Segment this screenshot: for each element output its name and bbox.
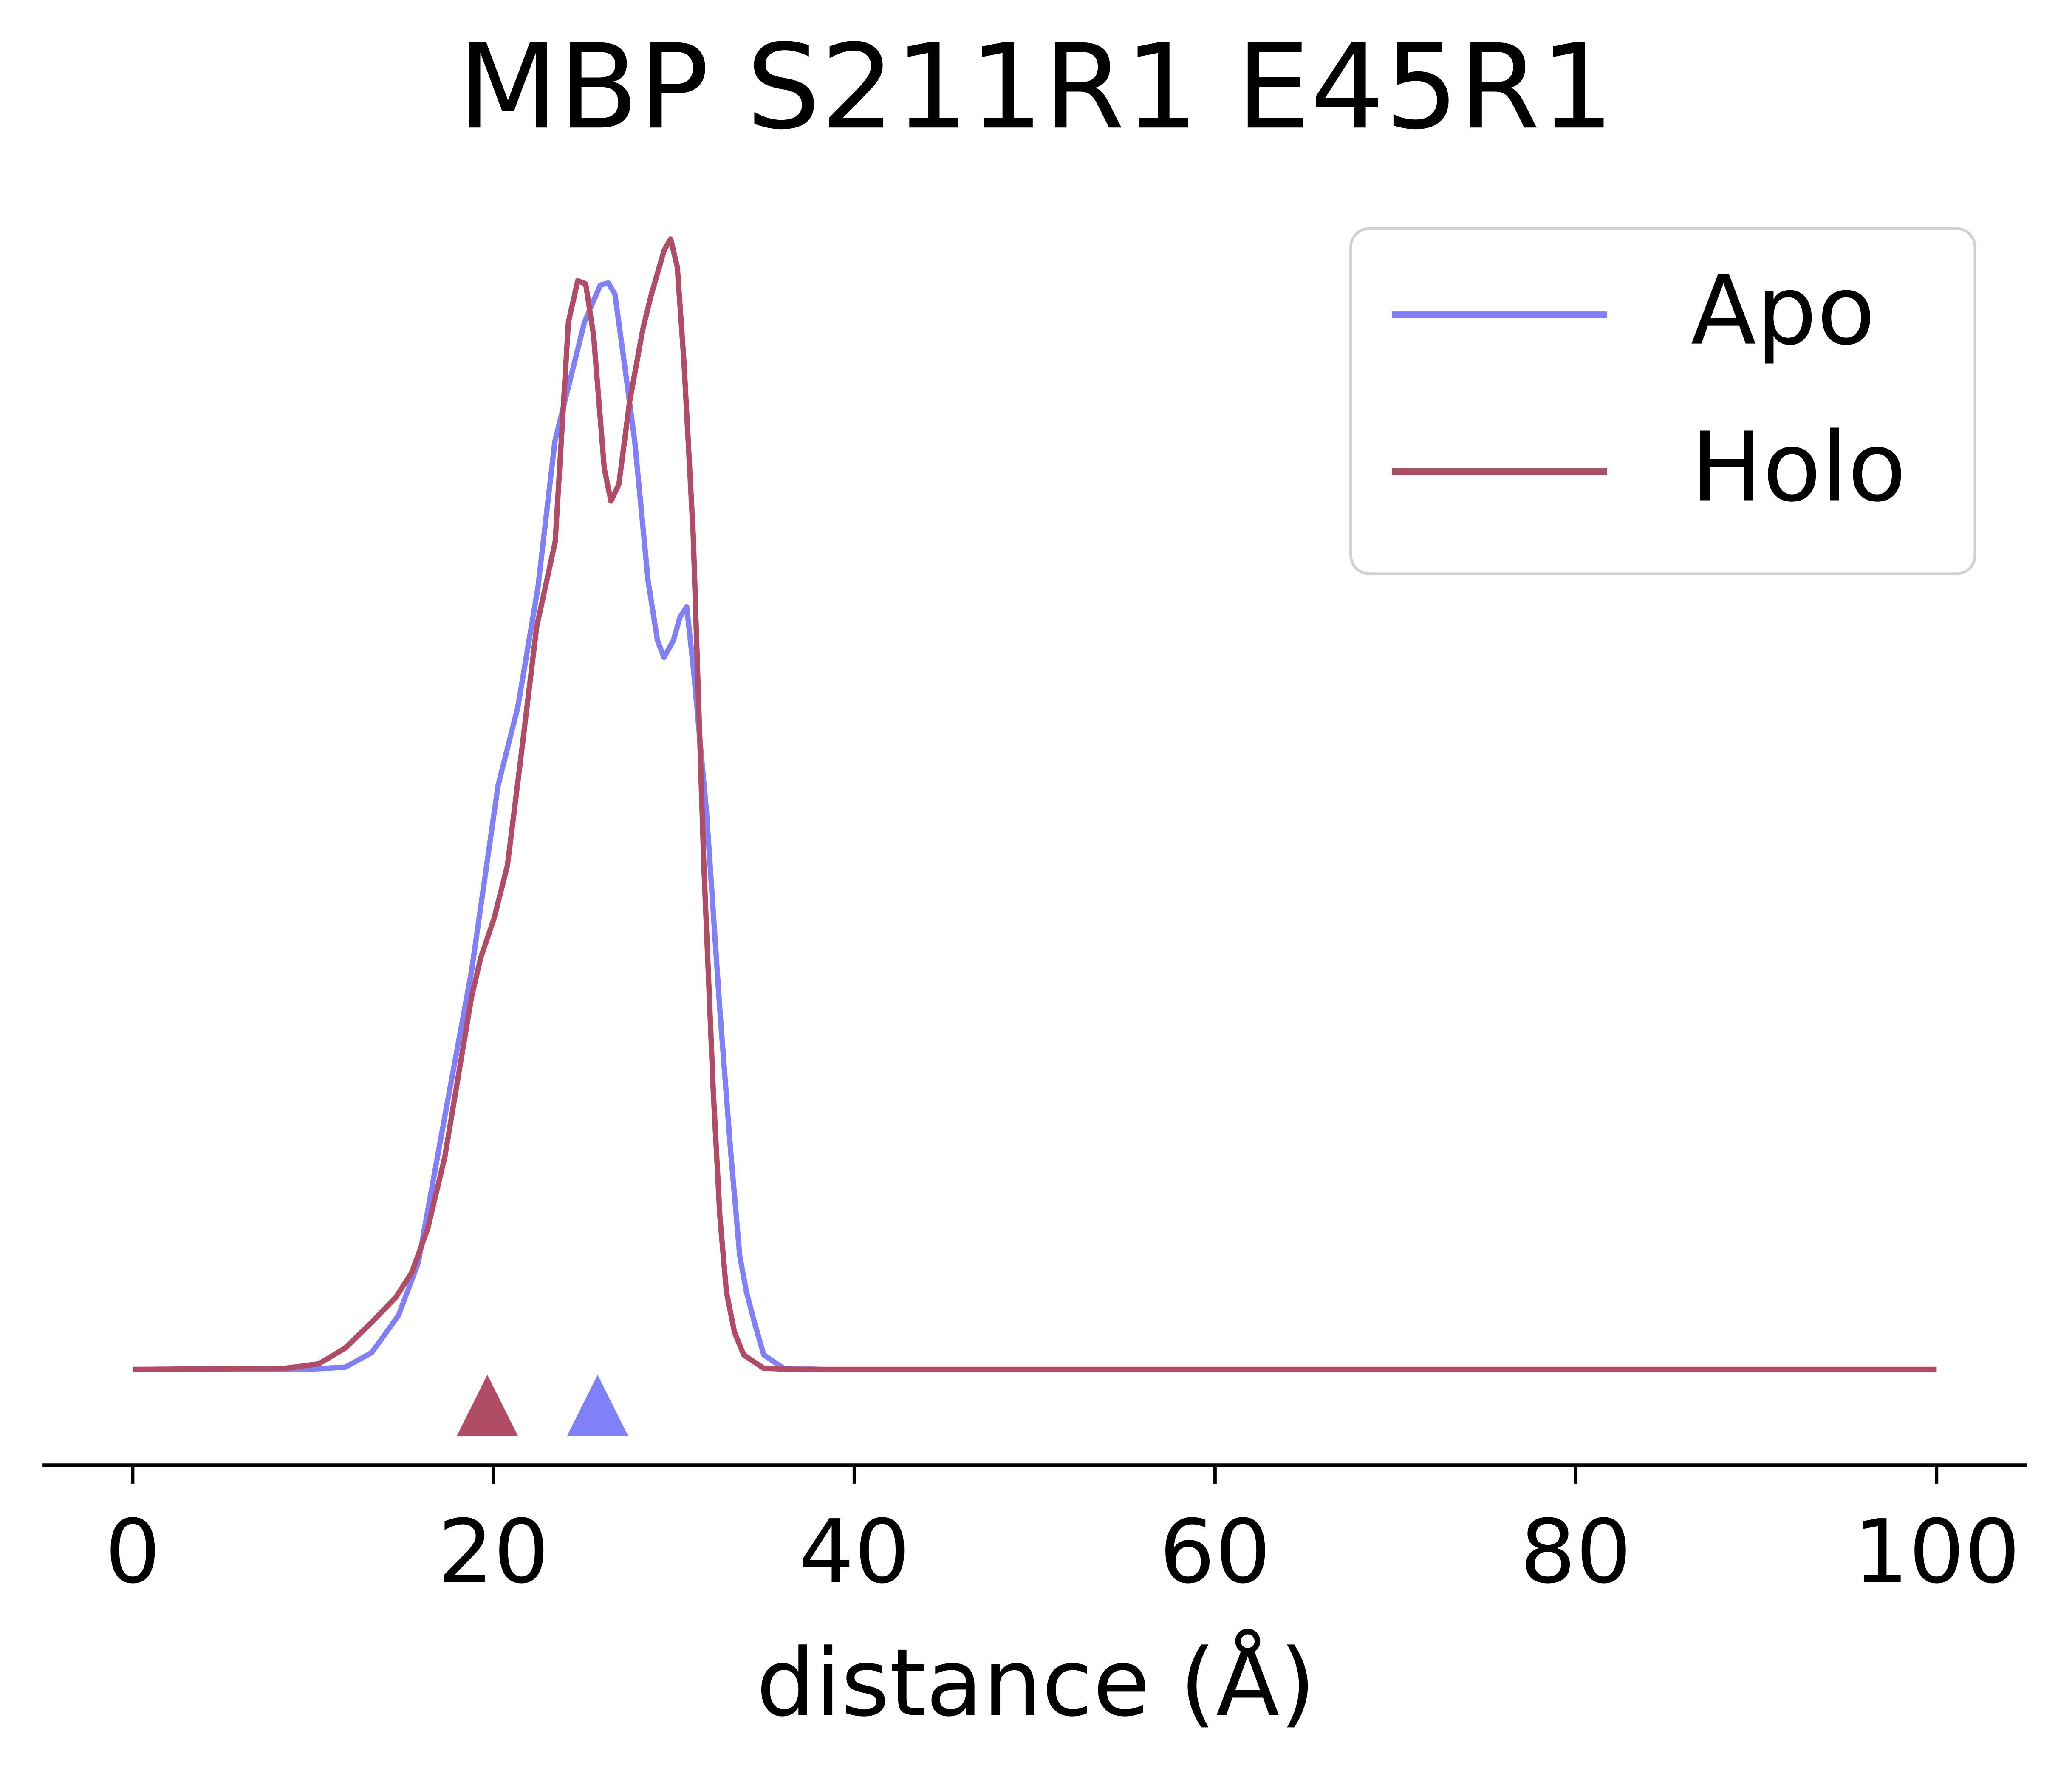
x-tick-label: 60: [1159, 1501, 1271, 1603]
series-line: [133, 236, 1937, 1372]
mean-marker: [567, 1375, 628, 1436]
x-tick-label: 40: [799, 1501, 910, 1603]
x-tick-label: 100: [1853, 1501, 2020, 1603]
x-tick-label: 80: [1520, 1501, 1632, 1603]
chart-title: MBP S211R1 E45R1: [458, 19, 1614, 155]
legend-label: Holo: [1691, 412, 1906, 523]
x-axis-label: distance (Å): [756, 1628, 1316, 1737]
x-tick-label: 0: [105, 1501, 161, 1603]
legend-label: Apo: [1691, 255, 1876, 367]
mean-marker: [457, 1375, 518, 1436]
x-tick-label: 20: [438, 1501, 549, 1603]
series-line: [133, 280, 1937, 1372]
